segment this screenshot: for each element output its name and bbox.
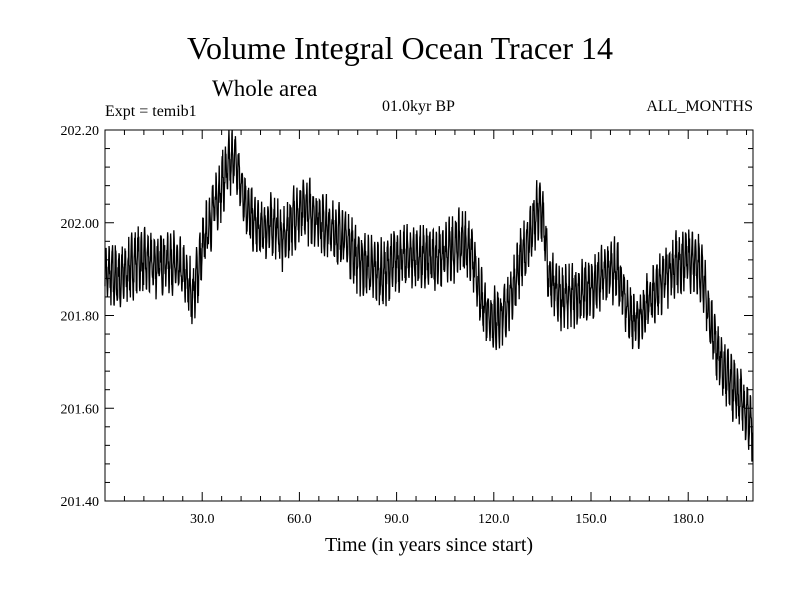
x-tick-label: 120.0 [478,512,510,527]
y-tick-label: 202.00 [61,217,100,232]
y-tick-label: 202.20 [61,124,100,139]
y-tick-label: 201.80 [61,310,100,325]
plot-frame [104,129,754,502]
series-line [104,129,754,462]
months-label: ALL_MONTHS [646,98,753,115]
series-group [104,129,754,462]
x-tick-label: 180.0 [672,512,704,527]
chart-subtitle: Whole area [212,76,318,101]
experiment-label: Expt = temib1 [105,103,197,120]
y-tick-label: 201.60 [61,402,100,417]
x-tick-label: 30.0 [190,512,215,527]
x-tick-label: 150.0 [575,512,607,527]
x-tick-label: 90.0 [384,512,409,527]
x-tick-label: 60.0 [287,512,312,527]
chart-title: Volume Integral Ocean Tracer 14 [187,30,613,66]
x-axis: 30.0 60.0 90.0 120.0 150.0 180.0 [104,130,748,527]
x-axis-label: Time (in years since start) [324,534,534,556]
y-axis: 201.40 201.60 201.80 202.00 202.20 [61,124,753,510]
period-label: 01.0kyr BP [382,98,455,115]
y-tick-label: 201.40 [61,495,100,510]
